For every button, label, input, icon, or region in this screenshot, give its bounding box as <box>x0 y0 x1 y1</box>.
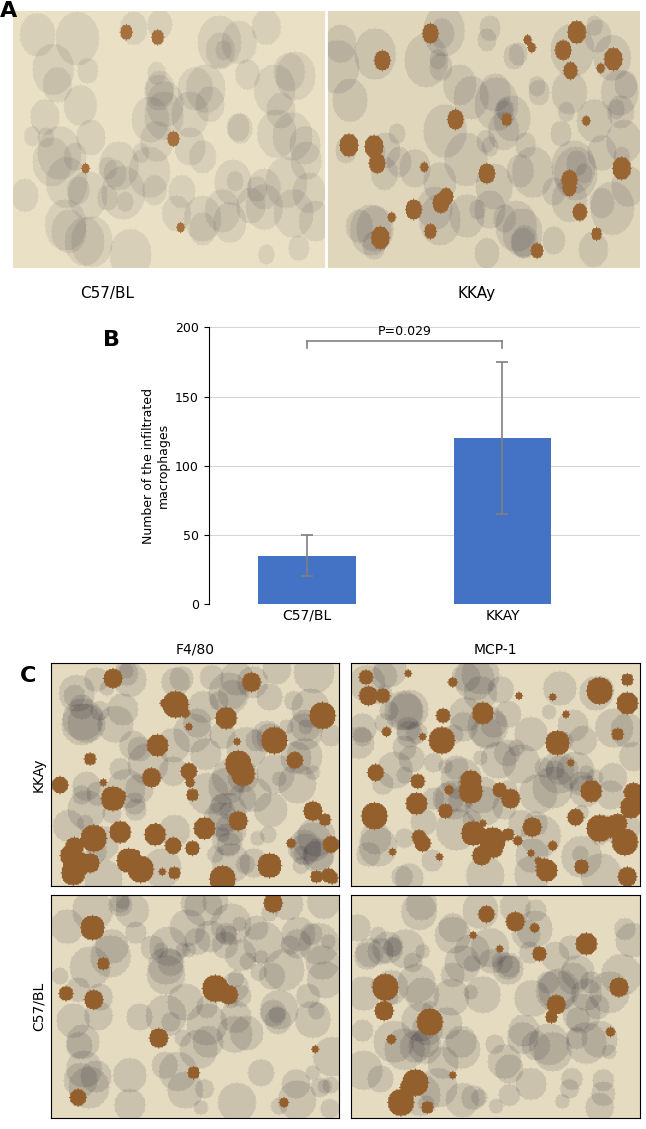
Text: MCP-1: MCP-1 <box>474 642 517 656</box>
Text: KKAy: KKAy <box>457 286 495 301</box>
Text: KKAy: KKAy <box>32 758 45 791</box>
Bar <box>453 438 552 604</box>
Text: B: B <box>103 330 120 350</box>
Text: C: C <box>19 665 36 685</box>
Text: A: A <box>1 1 17 21</box>
Y-axis label: Number of the infiltrated
macrophages: Number of the infiltrated macrophages <box>141 387 170 544</box>
Text: P=0.029: P=0.029 <box>378 325 432 339</box>
Text: F4/80: F4/80 <box>175 642 214 656</box>
Text: C57/BL: C57/BL <box>32 982 45 1031</box>
Text: C57/BL: C57/BL <box>80 286 134 301</box>
Bar <box>258 555 355 604</box>
